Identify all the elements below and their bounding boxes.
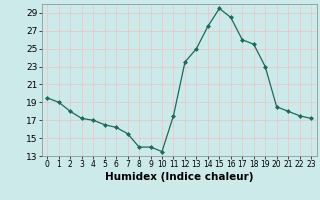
X-axis label: Humidex (Indice chaleur): Humidex (Indice chaleur) <box>105 172 253 182</box>
